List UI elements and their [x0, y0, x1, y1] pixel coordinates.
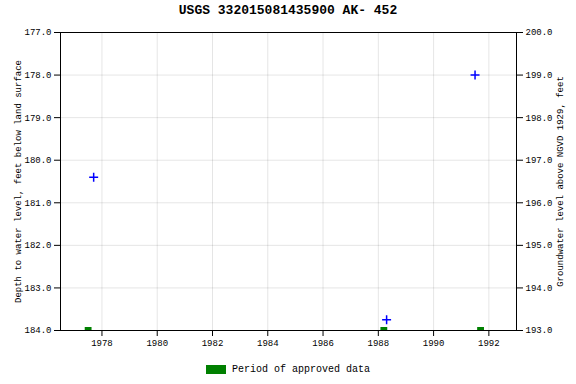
svg-text:177.0: 177.0 [24, 28, 51, 38]
html-text:Period of approved data: Period of approved data [232, 363, 370, 375]
html-text:USGS 332015081435900 AK- 452: USGS 332015081435900 AK- 452 [178, 3, 398, 18]
svg-text:183.0: 183.0 [24, 284, 51, 294]
svg-text:Groundwater level above NGVD 1: Groundwater level above NGVD 1929, feet [556, 76, 566, 287]
svg-text:178.0: 178.0 [24, 71, 51, 81]
svg-text:Depth to water level, feet bel: Depth to water level, feet below land su… [14, 60, 24, 303]
svg-text:1978: 1978 [91, 339, 113, 349]
svg-text:1980: 1980 [146, 339, 168, 349]
svg-text:193.0: 193.0 [526, 326, 553, 336]
svg-text:1986: 1986 [312, 339, 334, 349]
svg-text:199.0: 199.0 [526, 71, 553, 81]
svg-text:1984: 1984 [257, 339, 279, 349]
svg-text:184.0: 184.0 [24, 326, 51, 336]
svg-text:195.0: 195.0 [526, 241, 553, 251]
svg-text:196.0: 196.0 [526, 199, 553, 209]
svg-text:194.0: 194.0 [526, 284, 553, 294]
svg-text:197.0: 197.0 [526, 156, 553, 166]
svg-text:198.0: 198.0 [526, 114, 553, 124]
svg-text:181.0: 181.0 [24, 199, 51, 209]
svg-text:1982: 1982 [202, 339, 224, 349]
svg-text:1988: 1988 [368, 339, 390, 349]
svg-text:180.0: 180.0 [24, 156, 51, 166]
svg-text:182.0: 182.0 [24, 241, 51, 251]
svg-text:200.0: 200.0 [526, 28, 553, 38]
svg-text:179.0: 179.0 [24, 114, 51, 124]
svg-text:1990: 1990 [423, 339, 445, 349]
svg-text:1992: 1992 [478, 339, 500, 349]
